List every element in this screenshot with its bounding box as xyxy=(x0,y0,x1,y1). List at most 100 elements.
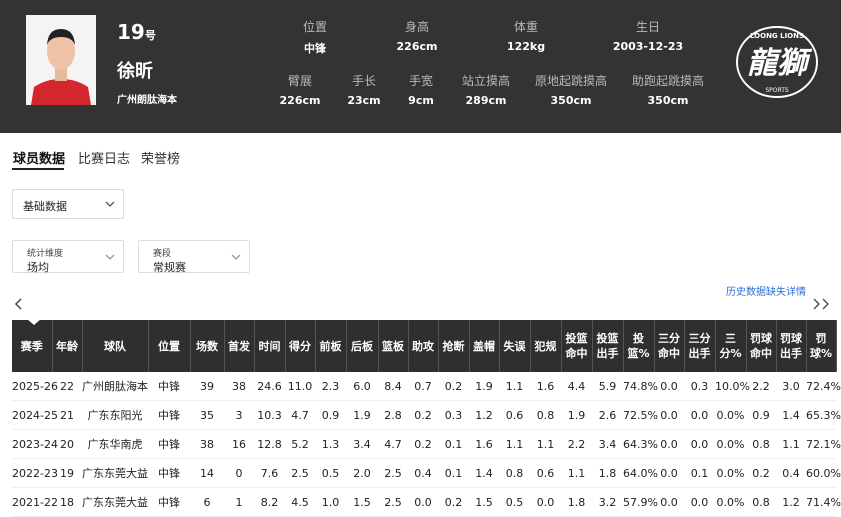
table-cell: 0.2 xyxy=(746,458,776,488)
table-cell: 0.0 xyxy=(408,487,438,517)
table-cell: 1.1 xyxy=(530,429,561,459)
table-cell: 7.6 xyxy=(254,458,285,488)
column-header: 三分出手 xyxy=(684,320,716,372)
table-cell: 中锋 xyxy=(148,400,190,430)
table-cell: 0.3 xyxy=(684,372,715,401)
attribute-label: 站立摸高 xyxy=(461,74,510,88)
column-header: 三分命中 xyxy=(654,320,685,372)
filter-value: 场均 xyxy=(27,261,49,274)
table-cell: 0.2 xyxy=(408,400,438,430)
table-cell: 0.5 xyxy=(499,487,530,517)
table-cell: 1.1 xyxy=(499,429,530,459)
tab[interactable]: 球员数据 xyxy=(13,152,66,167)
column-header: 助攻 xyxy=(408,320,439,372)
table-cell: 0.0 xyxy=(654,400,684,430)
table-cell: 6.0 xyxy=(346,372,378,401)
column-header: 后板 xyxy=(346,320,379,372)
tab[interactable]: 比赛日志 xyxy=(78,152,131,167)
table-cell: 0.8 xyxy=(746,487,776,517)
column-header: 场数 xyxy=(190,320,225,372)
sort-notch xyxy=(27,319,41,325)
filter[interactable]: 统计维度 场均 xyxy=(12,240,124,274)
table-cell: 3.4 xyxy=(346,429,378,459)
stat-select[interactable]: 基础数据 xyxy=(12,189,124,219)
column-header: 三分% xyxy=(715,320,747,372)
table-cell: 4.7 xyxy=(285,400,315,430)
table-cell: 8.2 xyxy=(254,487,285,517)
table-cell: 21 xyxy=(52,400,82,430)
attribute-label: 生日 xyxy=(635,20,660,34)
attribute: 身高 226cm xyxy=(362,18,472,53)
filter-label: 赛段 xyxy=(153,249,172,259)
table-cell: 60.0% xyxy=(806,458,841,488)
table-cell: 0.8 xyxy=(499,458,530,488)
column-header: 年龄 xyxy=(52,320,83,372)
scroll-right[interactable] xyxy=(812,298,832,310)
attribute: 手长 23cm xyxy=(309,72,419,107)
missing-data-link[interactable]: 历史数据缺失详情 xyxy=(726,287,806,298)
table-cell: 8.4 xyxy=(378,372,408,401)
attribute: 站立摸高 289cm xyxy=(431,72,541,107)
column-header: 罚球出手 xyxy=(776,320,807,372)
table-cell: 1.4 xyxy=(469,458,499,488)
table-cell: 2024-25 xyxy=(12,400,58,430)
table-cell: 1.1 xyxy=(499,372,530,401)
table-cell: 2.5 xyxy=(378,458,408,488)
table-cell: 0.0 xyxy=(684,429,715,459)
chevron xyxy=(105,201,115,207)
table-cell: 0.4 xyxy=(776,458,806,488)
filter[interactable]: 赛段 常规赛 xyxy=(138,240,250,274)
table-cell: 1.2 xyxy=(469,400,499,430)
logo-main: 龍獅 xyxy=(747,46,813,81)
column-header: 前板 xyxy=(315,320,347,372)
table-cell: 38 xyxy=(190,429,224,459)
table-cell: 0.8 xyxy=(746,429,776,459)
table-row: 2025-26 22 广州朗肽海本 中锋 39 38 24.6 11.0 2.3 6.0 8.4 0.… xyxy=(12,372,841,401)
table-cell: 0.6 xyxy=(499,400,530,430)
team-logo: LOONG LIONS 龍獅 SPORTS xyxy=(736,26,818,98)
logo-bottom: SPORTS xyxy=(765,87,789,94)
table-cell: 1.1 xyxy=(561,458,592,488)
table-cell: 3.0 xyxy=(776,372,806,401)
header: 19号 徐昕 广州朗肽海本 位置 中锋 身高 226cm 体重 122kg 生日 2003-1… xyxy=(0,0,841,133)
table-cell: 1.1 xyxy=(776,429,806,459)
table-cell: 0.4 xyxy=(408,458,438,488)
attribute-label: 手长 xyxy=(351,74,376,88)
column-header: 投篮命中 xyxy=(561,320,593,372)
attribute-value: 226cm xyxy=(279,94,321,107)
column-header: 失误 xyxy=(499,320,531,372)
table-cell: 0.0 xyxy=(684,487,715,517)
scroll-left[interactable] xyxy=(14,298,24,310)
table-cell: 72.4% xyxy=(806,372,841,401)
attribute-label: 原地起跳摸高 xyxy=(534,74,607,88)
table-cell: 2.5 xyxy=(285,458,315,488)
table-cell: 64.0% xyxy=(623,458,658,488)
table-cell: 0.5 xyxy=(315,458,346,488)
table-cell: 16 xyxy=(224,429,254,459)
attribute-label: 助跑起跳摸高 xyxy=(631,74,704,88)
attribute-value: 9cm xyxy=(408,94,434,107)
table-cell: 38 xyxy=(224,372,254,401)
tab[interactable]: 荣誉榜 xyxy=(141,152,181,167)
table-cell: 1 xyxy=(224,487,254,517)
table-cell: 11.0 xyxy=(285,372,315,401)
table-cell: 24.6 xyxy=(254,372,285,401)
table-cell: 0.0 xyxy=(654,487,684,517)
table-cell: 4.7 xyxy=(378,429,408,459)
table-cell: 0.0 xyxy=(530,487,561,517)
chevron xyxy=(231,254,241,260)
column-header: 篮板 xyxy=(378,320,409,372)
table-cell: 65.3% xyxy=(806,400,841,430)
attribute: 手宽 9cm xyxy=(366,72,476,107)
table-cell: 0.0 xyxy=(654,372,684,401)
attribute-value: 122kg xyxy=(506,40,546,53)
table-cell: 64.3% xyxy=(623,429,658,459)
table-cell: 0.9 xyxy=(315,400,346,430)
table-cell: 1.9 xyxy=(346,400,378,430)
table-cell: 4.4 xyxy=(561,372,592,401)
table-cell: 0.2 xyxy=(438,487,469,517)
table-cell: 72.1% xyxy=(806,429,841,459)
table-cell: 22 xyxy=(52,372,82,401)
team-name: 广州朗肽海本 xyxy=(117,95,177,106)
table-cell: 10.0% xyxy=(715,372,750,401)
